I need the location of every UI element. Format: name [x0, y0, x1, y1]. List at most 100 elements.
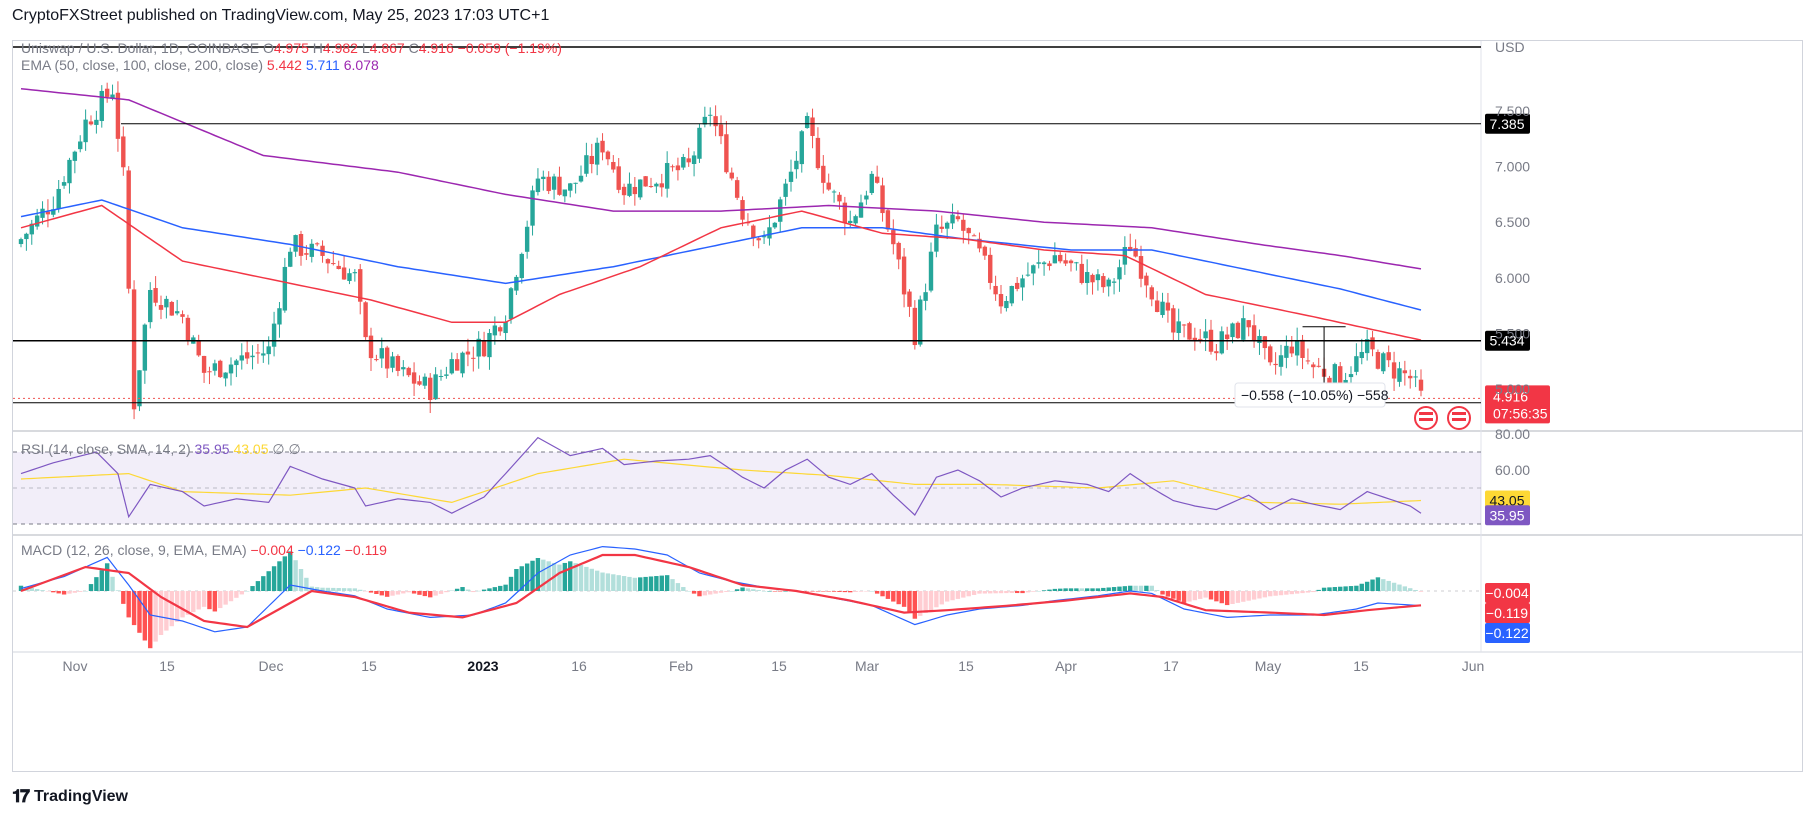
macd-line — [20, 545, 1422, 633]
chart-canvas[interactable]: 7.3855.4344.8764.91607:56:357.5007.0006.… — [13, 41, 1802, 771]
macd-histogram-bar — [1165, 591, 1171, 597]
candle-body — [1192, 337, 1198, 342]
candle-body — [546, 176, 551, 192]
candle-body — [772, 222, 778, 228]
candle-body — [815, 137, 821, 169]
macd-legend-value: −0.004 — [251, 542, 298, 558]
macd-signal-line — [20, 553, 1422, 629]
macd-histogram-bar — [1133, 585, 1138, 591]
macd-legend[interactable]: MACD (12, 26, close, 9, EMA, EMA) −0.004… — [21, 542, 387, 558]
macd-histogram-bar — [519, 566, 524, 591]
candle-body — [584, 155, 589, 174]
macd-histogram-bar — [702, 591, 708, 596]
candle-body — [605, 151, 611, 160]
macd-histogram-bar — [104, 563, 110, 591]
candle-body — [1149, 287, 1154, 300]
macd-histogram-bar — [336, 588, 341, 591]
candle-body — [1235, 322, 1241, 339]
macd-histogram-bar — [621, 576, 627, 591]
macd-histogram-bar — [950, 591, 955, 601]
macd-histogram-bar — [1294, 591, 1300, 594]
price-tick-label: 6.500 — [1495, 214, 1530, 230]
symbol-name[interactable]: Uniswap / U.S. Dollar, 1D, COINBASE — [21, 41, 263, 56]
candle-body — [681, 157, 686, 168]
macd-histogram-bar — [1052, 588, 1058, 591]
candle-body — [1020, 278, 1025, 288]
macd-histogram-bar — [304, 577, 309, 591]
time-axis-label: 2023 — [467, 658, 498, 674]
candle-body — [45, 211, 51, 215]
candle-body — [1176, 321, 1181, 333]
candle-body — [185, 317, 191, 342]
candle-body — [1359, 351, 1364, 359]
macd-histogram-bar — [428, 591, 433, 598]
candle-body — [557, 176, 562, 195]
last-price-value: 4.916 — [1493, 388, 1528, 404]
candle-body — [589, 155, 594, 165]
macd-histogram-bar — [616, 575, 621, 591]
time-axis-label: Feb — [669, 658, 693, 674]
currency-label: USD — [1495, 41, 1525, 55]
candle-body — [821, 165, 826, 183]
event-flag-stripe — [1419, 412, 1433, 415]
candle-body — [632, 186, 638, 195]
macd-histogram-bar — [535, 558, 541, 591]
macd-histogram-bar — [40, 590, 45, 591]
time-axis-label: 15 — [771, 658, 787, 674]
candle-body — [277, 308, 282, 325]
candle-body — [600, 140, 605, 153]
macd-histogram-bar — [557, 564, 562, 591]
macd-histogram-bar — [594, 570, 600, 591]
ema-legend-label: EMA (50, close, 100, close, 200, close) — [21, 57, 267, 73]
candle-body — [1047, 263, 1052, 267]
macd-histogram-bar — [708, 591, 713, 595]
chart-frame[interactable]: 7.3855.4344.8764.91607:56:357.5007.0006.… — [12, 40, 1803, 772]
macd-histogram-bar — [244, 591, 250, 592]
candle-body — [761, 236, 767, 238]
candle-body — [918, 299, 923, 345]
macd-histogram-bar — [611, 574, 616, 591]
rsi-legend[interactable]: RSI (14, close, SMA, 14, 2) 35.95 43.05 … — [21, 441, 301, 457]
time-axis-label: 17 — [1163, 658, 1179, 674]
macd-histogram-bar — [1338, 586, 1343, 591]
macd-histogram-bar — [1224, 591, 1230, 606]
candle-body — [309, 243, 314, 257]
candle-body — [121, 136, 126, 168]
macd-histogram-bar — [1047, 589, 1052, 591]
candle-body — [444, 374, 449, 376]
macd-histogram-bar — [1122, 586, 1128, 591]
candle-body — [126, 170, 131, 289]
macd-histogram-bar — [34, 589, 40, 591]
candle-body — [804, 116, 810, 129]
candle-body — [250, 355, 255, 358]
macd-histogram-bar — [1257, 591, 1262, 599]
candle-body — [756, 238, 761, 241]
macd-histogram-bar — [1063, 588, 1068, 591]
symbol-legend[interactable]: Uniswap / U.S. Dollar, 1D, COINBASE O4.9… — [21, 41, 562, 56]
macd-histogram-bar — [288, 551, 293, 591]
macd-histogram-bar — [1111, 587, 1117, 591]
ema-legend[interactable]: EMA (50, close, 100, close, 200, close) … — [21, 57, 379, 73]
candle-body — [1316, 365, 1321, 367]
candle-body — [99, 90, 104, 122]
macd-histogram-bar — [325, 587, 331, 591]
macd-histogram-bar — [438, 591, 444, 594]
candle-body — [384, 347, 390, 369]
candle-body — [1268, 346, 1273, 363]
macd-histogram-bar — [944, 591, 950, 602]
macd-histogram-bar — [971, 591, 977, 595]
candle-body — [1375, 351, 1381, 369]
candle-body — [508, 288, 514, 320]
macd-histogram-bar — [874, 591, 880, 594]
candle-body — [142, 324, 148, 371]
macd-histogram-bar — [589, 568, 594, 591]
macd-histogram-bar — [681, 587, 686, 591]
macd-histogram-bar — [928, 591, 934, 611]
candle-body — [331, 263, 336, 265]
candle-body — [239, 355, 244, 361]
candle-body — [352, 272, 358, 274]
macd-histogram-bar — [1348, 586, 1354, 591]
macd-histogram-bar — [1327, 587, 1332, 591]
candle-body — [244, 352, 250, 359]
candle-body — [24, 233, 29, 240]
